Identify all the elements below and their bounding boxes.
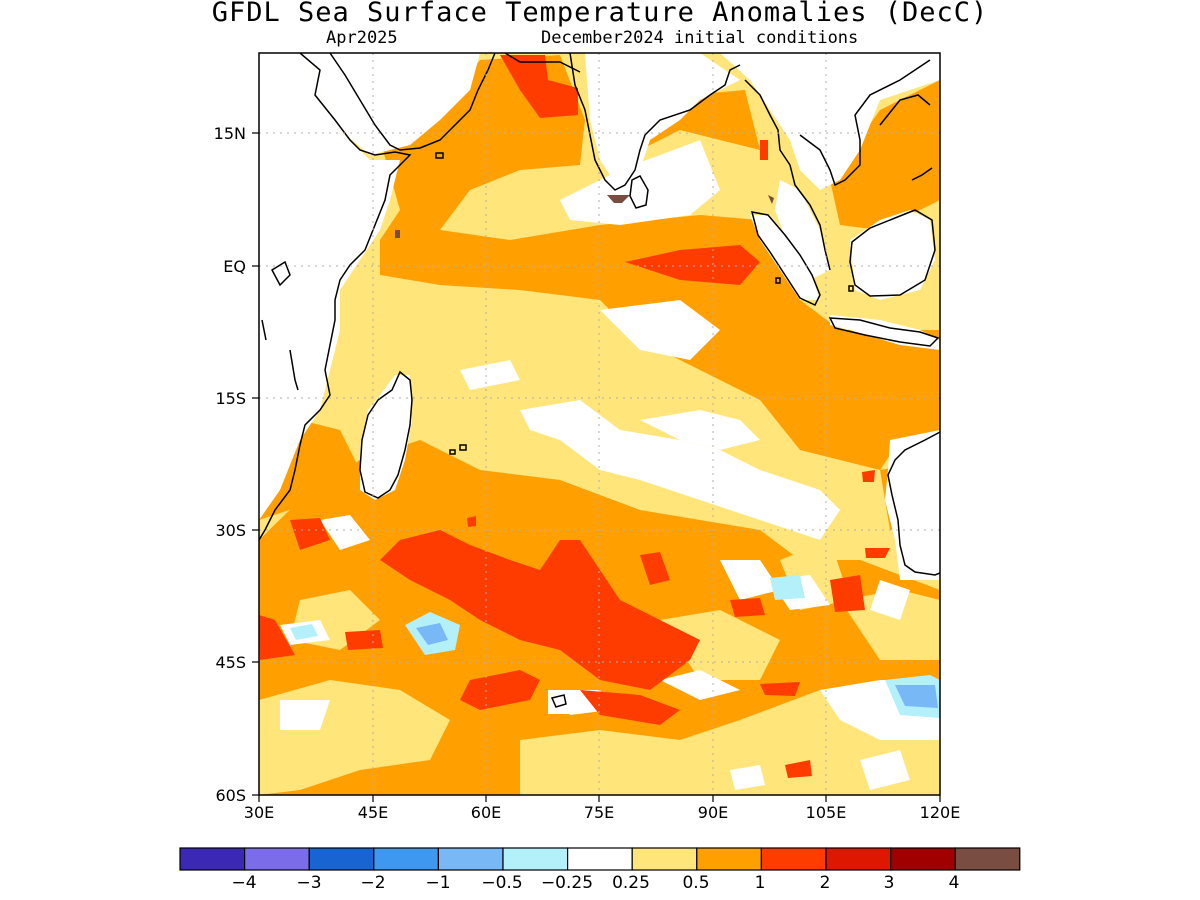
colorbar-label: 3 — [884, 873, 895, 893]
colorbar-label: −2 — [360, 873, 385, 893]
lat-label: EQ — [223, 257, 246, 276]
initial-conditions: December2024 initial conditions — [541, 28, 859, 48]
colorbar-swatch — [308, 847, 375, 871]
lon-label: 30E — [244, 803, 274, 822]
colorbar-label: −0.5 — [481, 873, 522, 893]
colorbar-label: −3 — [296, 873, 321, 893]
anomaly-field — [259, 53, 940, 795]
colorbar-swatch — [502, 847, 569, 871]
axis-ticks — [252, 132, 941, 802]
lat-label: 60S — [215, 786, 246, 805]
lon-label: 105E — [806, 803, 847, 822]
colorbar-swatch — [244, 847, 310, 871]
colorbar-swatch — [179, 847, 246, 871]
colorbar-swatch — [437, 847, 504, 871]
colorbar-labels: −4 −3 −2 −1 −0.5 −0.25 0.25 0.5 1 2 3 4 — [231, 873, 959, 893]
coastlines — [259, 53, 940, 708]
colorbar-swatch — [696, 847, 762, 871]
latitude-labels: 15N EQ 15S 30S 45S 60S — [214, 124, 246, 805]
colorbar-swatch — [825, 847, 892, 871]
colorbar-label: 0.5 — [682, 873, 709, 893]
colorbar-swatch — [566, 847, 633, 871]
colorbar-label: −1 — [425, 873, 450, 893]
colorbar-swatch — [954, 847, 1021, 871]
colorbar-label: −4 — [231, 873, 256, 893]
colorbar-label: 2 — [820, 873, 831, 893]
colorbar-swatch — [631, 847, 698, 871]
colorbar-swatch — [373, 847, 439, 871]
colorbar-swatch — [889, 847, 956, 871]
map-title: GFDL Sea Surface Temperature Anomalies (… — [211, 0, 989, 28]
colorbar-label: 0.25 — [612, 873, 650, 893]
graticule — [259, 53, 940, 795]
colorbar — [179, 847, 1021, 871]
lon-label: 60E — [471, 803, 501, 822]
lat-label: 30S — [215, 521, 246, 540]
lat-label: 15N — [214, 124, 246, 143]
colorbar-label: −0.25 — [541, 873, 593, 893]
lon-label: 45E — [358, 803, 388, 822]
lat-label: 15S — [215, 389, 246, 408]
colorbar-label: 1 — [755, 873, 766, 893]
lon-label: 120E — [920, 803, 961, 822]
longitude-labels: 30E 45E 60E 75E 90E 105E 120E — [244, 803, 961, 822]
lon-label: 90E — [698, 803, 728, 822]
colorbar-label: 4 — [949, 873, 960, 893]
lat-label: 45S — [215, 653, 246, 672]
forecast-month: Apr2025 — [326, 28, 398, 48]
colorbar-swatch — [760, 847, 827, 871]
lon-label: 75E — [584, 803, 614, 822]
